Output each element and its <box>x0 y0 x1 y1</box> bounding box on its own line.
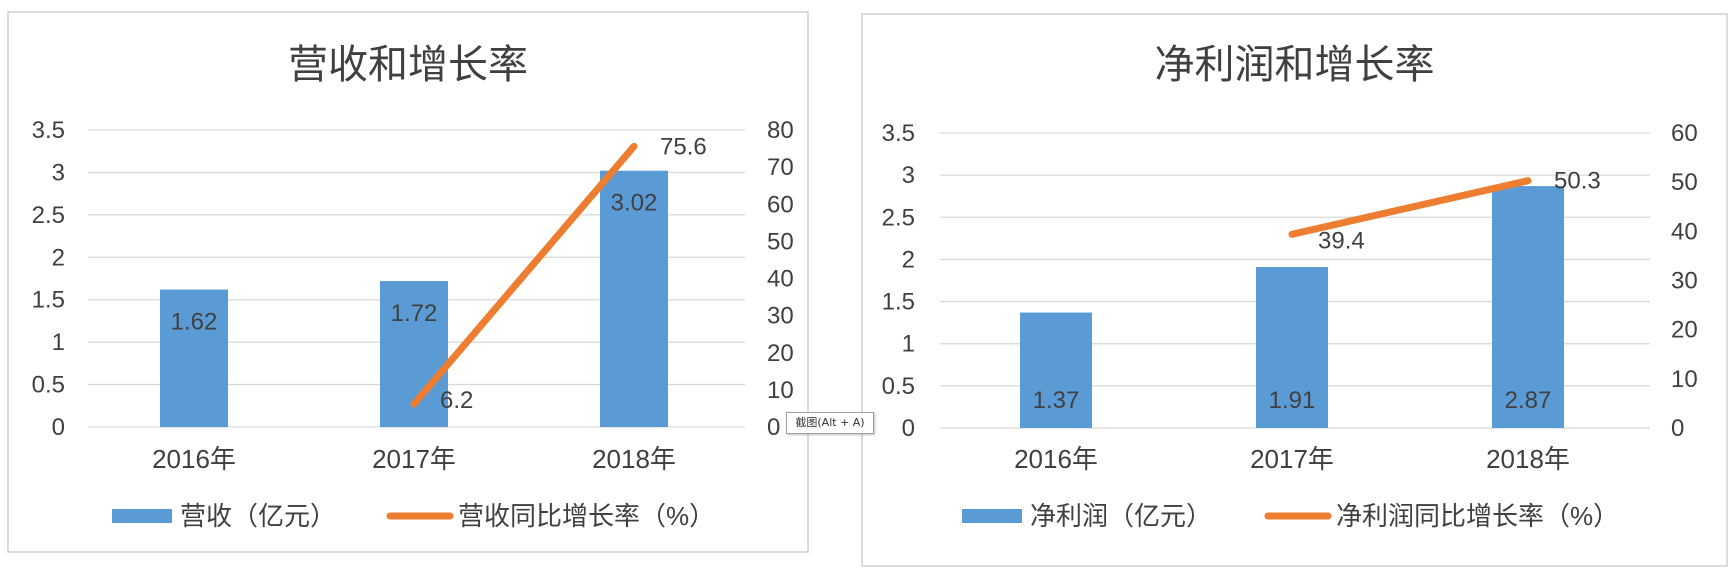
line-data-label: 50.3 <box>1554 168 1601 195</box>
y2-tick-label: 10 <box>1671 366 1698 393</box>
y2-tick-label: 60 <box>1671 120 1698 147</box>
x-tick-label: 2017年 <box>372 444 456 474</box>
y2-tick-label: 60 <box>767 191 794 218</box>
x-tick-label: 2016年 <box>152 444 236 474</box>
y2-tick-label: 50 <box>1671 169 1698 196</box>
y-tick-label: 0.5 <box>882 373 915 400</box>
y-tick-label: 3.5 <box>882 120 915 147</box>
bar <box>1020 312 1092 428</box>
legend-bar-label: 营收（亿元） <box>180 501 336 531</box>
y2-tick-label: 20 <box>1671 317 1698 344</box>
x-tick-label: 2018年 <box>592 444 676 474</box>
legend-bar-label: 净利润（亿元） <box>1030 501 1212 531</box>
chart-title: 净利润和增长率 <box>1155 43 1435 87</box>
line-data-label: 75.6 <box>660 133 707 160</box>
y-tick-label: 1.5 <box>32 287 65 314</box>
y2-tick-label: 20 <box>767 340 794 367</box>
y-tick-label: 2 <box>902 246 915 273</box>
y2-tick-label: 0 <box>1671 415 1684 442</box>
y2-tick-label: 40 <box>767 266 794 293</box>
y-tick-label: 2.5 <box>882 204 915 231</box>
bar <box>600 170 668 427</box>
chart-2: 净利润和增长率 0 0.5 1 1.5 2 2.5 3 3.5 0 10 20 30 40 50 60 2016… <box>861 13 1728 567</box>
bar-data-label: 1.37 <box>1033 387 1080 414</box>
y2-tick-label: 40 <box>1671 218 1698 245</box>
bar-data-label: 1.62 <box>171 309 218 336</box>
x-tick-label: 2016年 <box>1014 444 1098 474</box>
y2-tick-label: 50 <box>767 228 794 255</box>
bar-data-label: 1.72 <box>391 300 438 327</box>
line-series <box>1288 177 1532 238</box>
y-tick-label: 1.5 <box>882 289 915 316</box>
y2-tick-label: 30 <box>767 303 794 330</box>
line-data-label: 39.4 <box>1318 227 1365 254</box>
bar-data-label: 3.02 <box>611 190 658 217</box>
y-tick-label: 0 <box>52 414 65 441</box>
y-tick-label: 1 <box>52 329 65 356</box>
line-data-label: 6.2 <box>440 387 473 414</box>
line-series <box>410 142 638 408</box>
chart-title: 营收和增长率 <box>288 43 528 87</box>
y-tick-label: 1 <box>902 331 915 358</box>
y-tick-label: 2 <box>52 244 65 271</box>
y2-tick-label: 80 <box>767 117 794 144</box>
legend-bar-swatch <box>112 509 172 523</box>
y-tick-label: 0 <box>902 415 915 442</box>
y2-tick-label: 0 <box>767 414 780 441</box>
bar-data-label: 2.87 <box>1505 387 1552 414</box>
y-tick-label: 0.5 <box>32 372 65 399</box>
screenshot-tooltip: 截图(Alt + A) <box>786 412 874 434</box>
x-tick-label: 2017年 <box>1250 444 1334 474</box>
bar <box>160 289 228 427</box>
y-tick-label: 2.5 <box>32 202 65 229</box>
legend-line-label: 净利润同比增长率（%） <box>1336 501 1619 531</box>
legend-line-label: 营收同比增长率（%） <box>458 501 715 531</box>
y-tick-label: 3 <box>902 162 915 189</box>
bar <box>1256 267 1328 428</box>
y-tick-label: 3.5 <box>32 117 65 144</box>
y2-tick-label: 30 <box>1671 268 1698 295</box>
chart-1: 营收和增长率 0 0.5 1 1.5 2 2.5 3 3.5 0 10 20 30 40 50 60 70 80 2… <box>7 11 809 553</box>
x-tick-label: 2018年 <box>1486 444 1570 474</box>
y-tick-label: 3 <box>52 159 65 186</box>
bar-data-label: 1.91 <box>1269 387 1316 414</box>
legend-bar-swatch <box>962 509 1022 523</box>
bar <box>1492 186 1564 428</box>
y2-tick-label: 70 <box>767 154 794 181</box>
y2-tick-label: 10 <box>767 377 794 404</box>
